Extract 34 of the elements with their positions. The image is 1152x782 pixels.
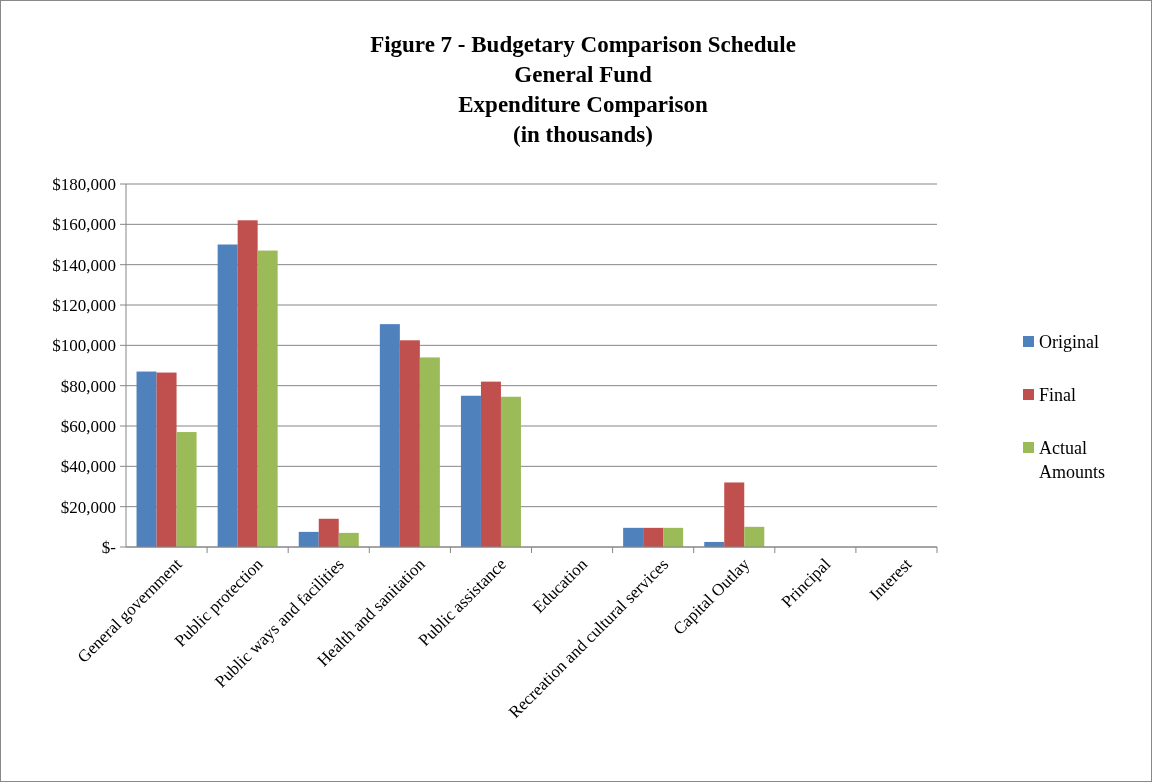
- y-tick-label: $20,000: [60, 497, 116, 517]
- bar: [480, 381, 501, 547]
- legend-label: Original: [1039, 332, 1099, 352]
- legend-label: Final: [1039, 385, 1077, 405]
- bar: [663, 527, 684, 547]
- bar: [643, 527, 664, 547]
- bar: [176, 432, 197, 547]
- bar: [257, 250, 278, 547]
- y-tick-label: $80,000: [60, 376, 116, 396]
- bar: [500, 396, 521, 547]
- bar: [156, 372, 177, 547]
- bar: [399, 340, 420, 547]
- y-tick-label: $160,000: [52, 215, 116, 235]
- y-tick-label: $40,000: [60, 457, 116, 477]
- y-tick-label: $140,000: [52, 255, 116, 275]
- y-tick-label: $60,000: [60, 416, 116, 436]
- bar: [318, 518, 339, 547]
- bar: [419, 357, 440, 547]
- bar: [217, 244, 238, 547]
- bar: [338, 532, 359, 547]
- bar: [623, 527, 644, 547]
- y-tick-label: $100,000: [52, 336, 116, 356]
- bar: [237, 220, 258, 547]
- bar: [379, 324, 400, 547]
- bar: [460, 395, 481, 547]
- y-tick-label: $120,000: [52, 295, 116, 315]
- bar: [298, 531, 319, 547]
- bar: [136, 371, 157, 547]
- y-tick-label: $180,000: [52, 174, 116, 194]
- y-tick-label: $-: [101, 537, 117, 557]
- chart-title: Figure 7 - Budgetary Comparison Schedule General Fund Expenditure Comparison (in thousands): [370, 32, 796, 147]
- bar: [744, 526, 765, 547]
- legend-label: Actual Amounts: [1039, 438, 1106, 482]
- bar: [724, 482, 745, 547]
